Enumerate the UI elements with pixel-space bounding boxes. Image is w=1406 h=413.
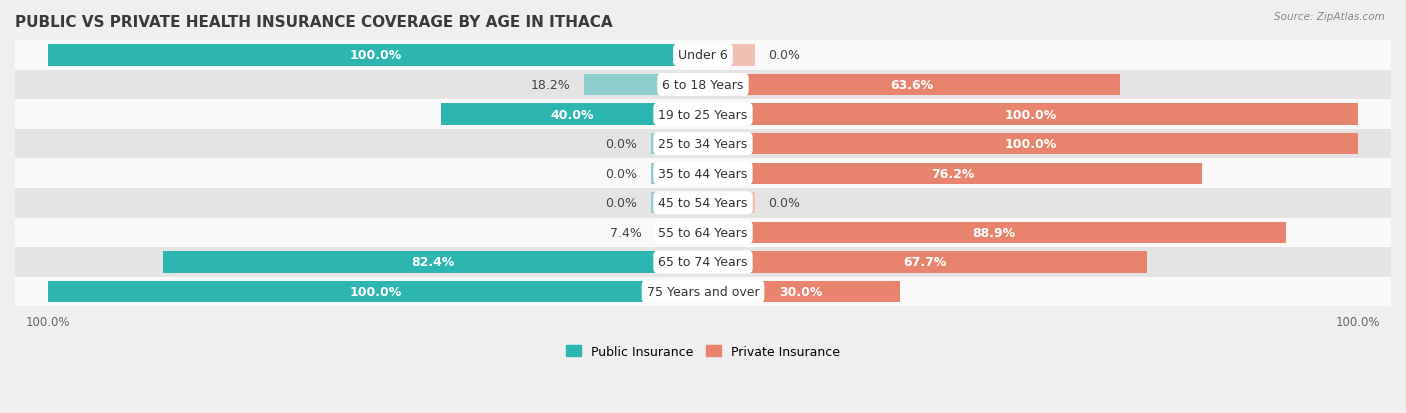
Bar — [703, 75, 1119, 96]
Bar — [703, 134, 1358, 155]
Bar — [655, 222, 703, 243]
Text: PUBLIC VS PRIVATE HEALTH INSURANCE COVERAGE BY AGE IN ITHACA: PUBLIC VS PRIVATE HEALTH INSURANCE COVER… — [15, 15, 613, 30]
Bar — [651, 192, 703, 214]
Text: 100.0%: 100.0% — [349, 285, 402, 298]
Text: 82.4%: 82.4% — [412, 256, 454, 269]
Bar — [15, 71, 1391, 100]
Text: 0.0%: 0.0% — [769, 49, 800, 62]
Bar — [651, 134, 703, 155]
Bar — [15, 218, 1391, 247]
Bar — [703, 192, 755, 214]
Bar — [15, 159, 1391, 188]
Text: 0.0%: 0.0% — [606, 167, 637, 180]
Bar — [48, 45, 703, 66]
Bar — [15, 130, 1391, 159]
Bar — [15, 247, 1391, 277]
Bar — [15, 41, 1391, 71]
Bar — [703, 104, 1358, 126]
Text: 88.9%: 88.9% — [973, 226, 1015, 239]
Text: 55 to 64 Years: 55 to 64 Years — [658, 226, 748, 239]
Bar — [48, 281, 703, 302]
Bar — [703, 45, 755, 66]
Bar — [703, 222, 1285, 243]
Text: 45 to 54 Years: 45 to 54 Years — [658, 197, 748, 210]
Text: 75 Years and over: 75 Years and over — [647, 285, 759, 298]
Text: Under 6: Under 6 — [678, 49, 728, 62]
Legend: Public Insurance, Private Insurance: Public Insurance, Private Insurance — [561, 340, 845, 363]
Text: 63.6%: 63.6% — [890, 79, 934, 92]
Text: 0.0%: 0.0% — [606, 197, 637, 210]
Text: Source: ZipAtlas.com: Source: ZipAtlas.com — [1274, 12, 1385, 22]
Bar — [651, 163, 703, 184]
Text: 19 to 25 Years: 19 to 25 Years — [658, 108, 748, 121]
Text: 65 to 74 Years: 65 to 74 Years — [658, 256, 748, 269]
Bar — [15, 277, 1391, 306]
Text: 76.2%: 76.2% — [931, 167, 974, 180]
Bar — [703, 252, 1147, 273]
Text: 100.0%: 100.0% — [1004, 138, 1057, 151]
Text: 7.4%: 7.4% — [610, 226, 641, 239]
Bar — [703, 281, 900, 302]
Text: 30.0%: 30.0% — [779, 285, 823, 298]
Text: 25 to 34 Years: 25 to 34 Years — [658, 138, 748, 151]
Bar — [441, 104, 703, 126]
Text: 67.7%: 67.7% — [903, 256, 946, 269]
Bar — [163, 252, 703, 273]
Bar — [583, 75, 703, 96]
Text: 100.0%: 100.0% — [1004, 108, 1057, 121]
Text: 6 to 18 Years: 6 to 18 Years — [662, 79, 744, 92]
Text: 18.2%: 18.2% — [531, 79, 571, 92]
Text: 0.0%: 0.0% — [769, 197, 800, 210]
Text: 100.0%: 100.0% — [349, 49, 402, 62]
Bar — [703, 163, 1202, 184]
Text: 35 to 44 Years: 35 to 44 Years — [658, 167, 748, 180]
Text: 40.0%: 40.0% — [550, 108, 593, 121]
Bar — [15, 100, 1391, 130]
Text: 0.0%: 0.0% — [606, 138, 637, 151]
Bar — [15, 188, 1391, 218]
